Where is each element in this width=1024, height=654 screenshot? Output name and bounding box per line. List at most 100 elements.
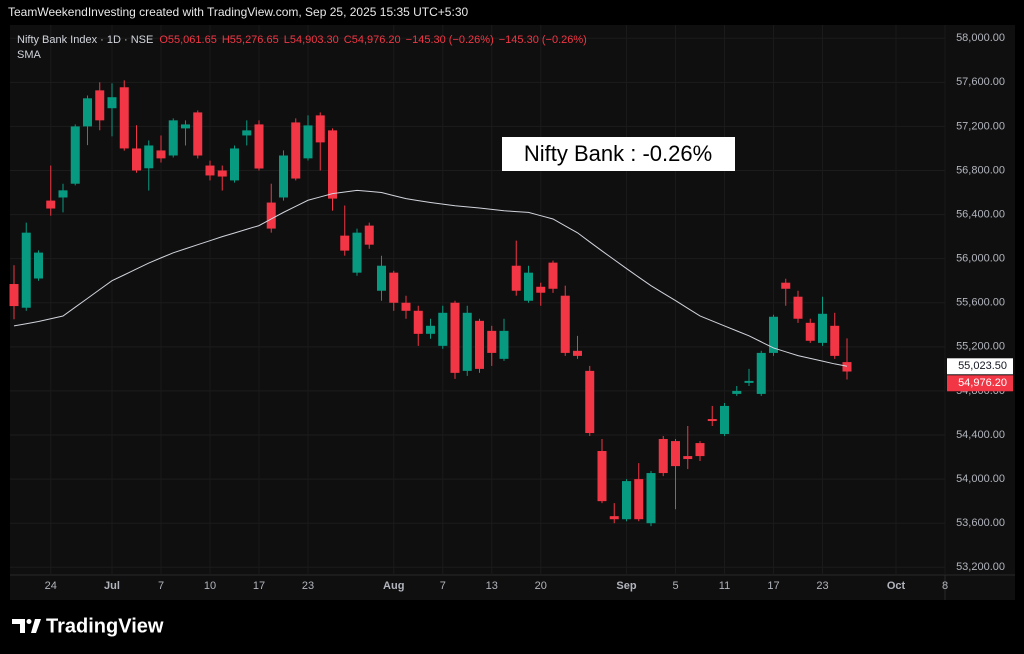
x-tick-label: 17: [253, 580, 265, 592]
candle-body: [756, 352, 766, 394]
sma-last-box: [947, 358, 1013, 375]
candle-body: [254, 124, 264, 169]
candle-body: [9, 284, 19, 307]
candle-body: [695, 443, 705, 457]
y-tick-label: 53,200.00: [956, 561, 1005, 573]
candle-body: [266, 202, 276, 229]
candle-body: [328, 130, 337, 199]
candle-body: [622, 481, 631, 520]
candle-body: [487, 330, 497, 353]
candle-body: [156, 150, 166, 159]
candle-body: [107, 97, 117, 109]
plot: [9, 80, 852, 527]
annotation-box: [502, 137, 735, 171]
candle-body: [573, 350, 582, 356]
candle-body: [830, 325, 840, 356]
sma-line: [13, 189, 848, 367]
y-tick-label: 56,400.00: [956, 208, 1005, 220]
header: TeamWeekendInvesting created with Tradin…: [8, 5, 468, 19]
symbol: Nifty Bank Index · 1D · NSE: [17, 34, 153, 46]
ohlc-label: H55,276.65: [222, 34, 279, 46]
y-tick-label: 54,000.00: [956, 473, 1005, 485]
x-tick-label: 7: [440, 580, 446, 592]
candle-body: [707, 419, 717, 422]
watermark: TradingView: [46, 615, 164, 637]
close-last-label: 54,976.20: [958, 377, 1007, 389]
y-tick-label: 57,200.00: [956, 120, 1005, 132]
candle-body: [340, 235, 350, 251]
candle-body: [279, 155, 288, 198]
candle-body: [646, 473, 656, 524]
candle-body: [193, 112, 203, 156]
candle-body: [181, 124, 190, 129]
candle-body: [511, 265, 521, 291]
candle-body: [805, 322, 815, 341]
candle-body: [536, 286, 546, 293]
ohlc-label: −145.30 (−0.26%): [499, 34, 587, 46]
candle-body: [242, 130, 252, 136]
candle-body: [499, 330, 509, 359]
annotation: Nifty Bank : -0.26%: [524, 141, 712, 166]
candle-body: [769, 316, 778, 353]
x-tick-label: Aug: [383, 580, 404, 592]
x-tick-label: 24: [45, 580, 57, 592]
candle-body: [560, 295, 570, 353]
x-tick-label: 11: [719, 580, 730, 592]
candle-body: [46, 200, 56, 209]
candle-body: [475, 320, 484, 369]
x-tick-label: 23: [302, 580, 314, 592]
candle-body: [683, 456, 693, 460]
ohlc-label: L54,903.30: [284, 34, 339, 46]
x-tick-label: 8: [942, 580, 948, 592]
candle-body: [781, 282, 791, 289]
candle-body: [634, 479, 644, 520]
y-tick-label: 55,600.00: [956, 297, 1005, 309]
candle-body: [597, 451, 607, 502]
candle-body: [413, 310, 423, 334]
candle-body: [315, 115, 325, 143]
y-tick-label: 56,000.00: [956, 253, 1005, 265]
candle-body: [377, 265, 386, 291]
candle-body: [793, 296, 803, 319]
candle-body: [21, 232, 31, 308]
candle-body: [720, 405, 729, 435]
candle-body: [352, 232, 362, 273]
x-tick-label: 20: [535, 580, 547, 592]
candle-body: [744, 380, 754, 383]
watermark-logo: [12, 619, 41, 633]
sma-last-label: 55,023.50: [958, 360, 1007, 372]
y-tick-label: 57,600.00: [956, 76, 1005, 88]
candle-body: [732, 390, 742, 394]
candle-body: [205, 165, 215, 176]
y-tick-label: 54,400.00: [956, 429, 1005, 441]
candle-body: [671, 441, 680, 467]
candle-body: [95, 90, 105, 121]
candle-body: [70, 126, 80, 184]
candle-body: [34, 252, 43, 279]
candle-body: [462, 312, 472, 371]
x-tick-label: 7: [158, 580, 164, 592]
candle-body: [818, 313, 827, 343]
y-tick-label: 58,000.00: [956, 32, 1005, 44]
ohlc-label: C54,976.20: [344, 34, 401, 46]
candle-body: [438, 312, 448, 346]
candle-body: [230, 148, 239, 181]
candle-body: [548, 262, 558, 289]
candle-body: [119, 87, 129, 149]
labels: 53,200.0053,600.0054,000.0054,400.0054,8…: [45, 32, 1013, 592]
y-tick-label: 56,800.00: [956, 164, 1005, 176]
candle-body: [401, 302, 411, 311]
ohlc-label: −145.30 (−0.26%): [406, 34, 494, 46]
x-tick-label: Oct: [887, 580, 906, 592]
x-tick-label: 23: [816, 580, 828, 592]
candle-body: [524, 272, 533, 301]
candle-body: [303, 125, 313, 159]
candle-body: [58, 190, 68, 198]
candle-body: [585, 370, 595, 434]
candle-body: [144, 145, 154, 169]
y-tick-label: 55,200.00: [956, 341, 1005, 353]
candle-body: [83, 98, 92, 127]
overlay-name: SMA: [17, 49, 42, 61]
candle-body: [658, 438, 668, 474]
